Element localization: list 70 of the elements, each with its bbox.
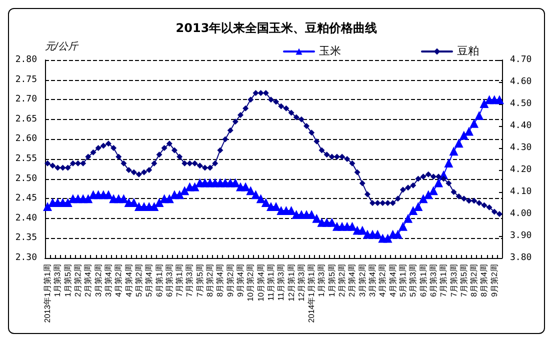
x-tick-label: 2013年1月第1周 [43,264,52,323]
x-tick-label: 1月第5周 [327,264,336,297]
legend-label: 玉米 [319,44,341,58]
x-tick-label: 7月第5周 [459,264,468,297]
x-tick-label: 6月第1周 [418,264,428,297]
x-tick-label: 1月第3周 [53,264,62,297]
y-tick-label: 2.50 [15,174,37,184]
x-tick-label: 4月第2周 [114,264,124,297]
y-tick-label: 2.70 [15,94,37,105]
x-tick-label: 7月第3周 [185,264,194,297]
x-tick-label: 6月第3周 [428,264,438,297]
x-tick-label: 2月第2周 [74,264,83,297]
x-tick-label: 6月第1周 [154,264,164,297]
x-tick-label: 5月第3周 [408,264,418,297]
y2-tick-label: 4.20 [510,165,532,175]
x-tick-label: 9月第2周 [490,264,499,297]
y-tick-label: 2.30 [15,253,37,263]
x-tick-label: 11月第1周 [266,264,276,301]
y-tick-label: 2.80 [15,55,37,65]
y-tick-label: 2.65 [15,114,37,124]
y2-tick-label: 4.40 [510,121,532,131]
x-tick-label: 4月第4周 [388,264,398,297]
chart-title: 2013年以来全国玉米、豆粕价格曲线 [176,21,378,35]
y2-tick-label: 4.70 [510,55,532,65]
y2-tick-label: 3.80 [510,253,532,263]
y2-tick-label: 4.60 [510,77,532,87]
x-tick-label: 12月第1周 [286,264,296,302]
x-tick-label: 5月第2周 [134,264,144,297]
y2-tick-label: 4.10 [510,187,532,197]
x-tick-label: 6月第3周 [164,264,174,297]
x-tick-label: 8月第2周 [206,264,215,297]
x-tick-label: 4月第2周 [378,264,388,297]
y-tick-label: 2.35 [15,233,37,244]
x-tick-label: 3月第4周 [104,264,113,297]
x-tick-label: 7月第3周 [449,264,458,297]
x-tick-label: 12月第3周 [296,264,306,302]
x-tick-label: 3月第4周 [368,264,378,297]
x-tick-label: 3月第2周 [358,264,367,297]
legend-label: 豆粕 [457,46,479,58]
y2-tick-label: 4.00 [510,209,532,219]
x-tick-label: 2月第2周 [338,264,347,297]
y-tick-label: 2.55 [15,154,37,164]
x-tick-label: 7月第5周 [195,264,204,297]
x-tick-label: 4月第4周 [124,264,134,297]
x-tick-label: 7月第1周 [439,264,448,297]
x-tick-label: 9月第2周 [226,264,235,297]
x-tick-label: 10月第4周 [256,264,266,302]
x-tick-label: 2014年1月第1周 [307,264,316,323]
x-tick-label: 5月第4周 [144,264,154,297]
x-tick-label: 2月第4周 [84,264,93,297]
x-tick-label: 9月第4周 [236,264,245,297]
y2-tick-label: 4.50 [510,99,532,109]
x-tick-label: 8月第4周 [480,264,489,297]
y-tick-label: 2.40 [15,213,37,224]
x-tick-label: 1月第3周 [317,264,326,297]
y-axis-title: 元/公斤 [45,40,79,52]
y2-tick-label: 3.90 [510,231,532,241]
x-tick-label: 3月第2周 [94,264,103,297]
x-tick-label: 5月第1周 [398,264,408,297]
y-tick-label: 2.45 [15,194,37,204]
x-tick-label: 2月第4周 [348,264,357,297]
x-tick-label: 10月第2周 [246,264,256,302]
x-tick-label: 11月第3周 [276,264,286,301]
x-tick-label: 8月第2周 [470,264,479,297]
x-tick-label: 1月第5周 [63,264,72,297]
y2-tick-label: 4.30 [510,143,532,153]
x-tick-label: 7月第1周 [175,264,184,297]
x-tick-label: 8月第4周 [216,264,225,297]
y-tick-label: 2.60 [15,134,37,144]
y-tick-label: 2.75 [15,74,37,85]
